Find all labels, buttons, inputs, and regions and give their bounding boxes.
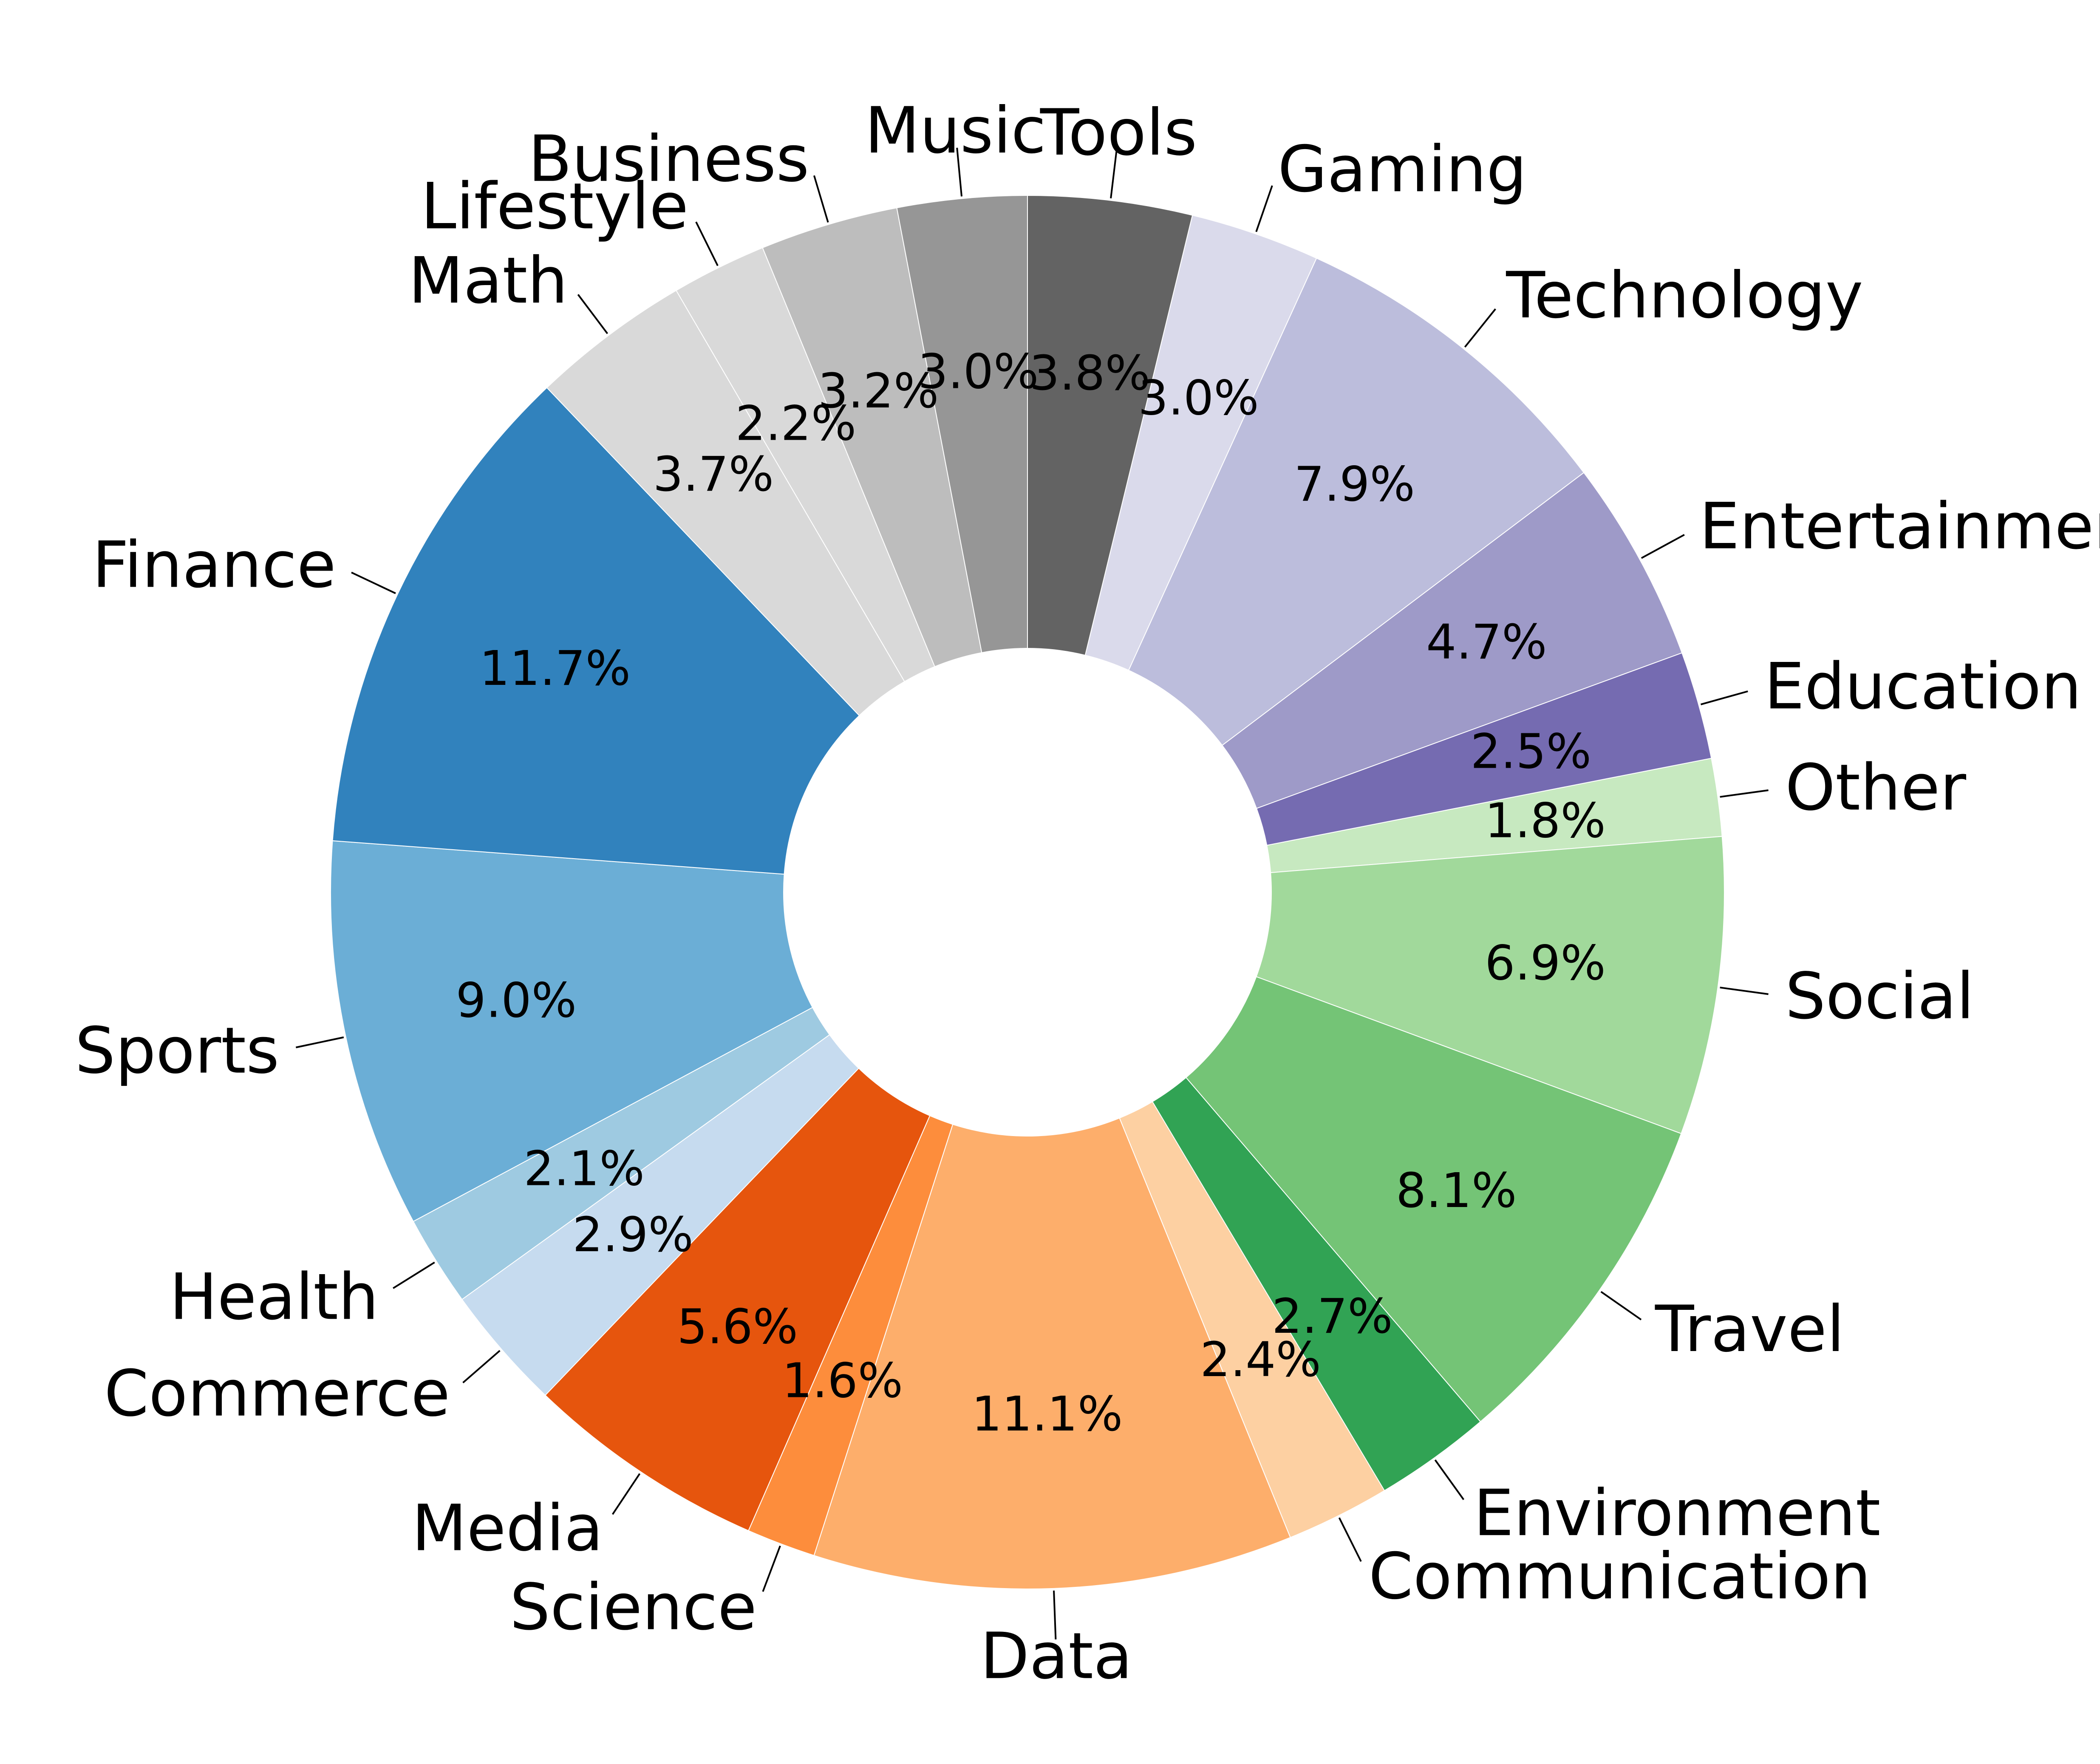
- percent-label-environment: 2.7%: [1272, 1289, 1393, 1344]
- leader-line-data: [1053, 1590, 1057, 1640]
- leader-line-communication: [1338, 1517, 1362, 1562]
- slice-sports: [330, 840, 813, 1222]
- leader-line-science: [762, 1545, 781, 1592]
- leader-line-sports: [295, 1036, 344, 1049]
- leader-line-travel: [1600, 1291, 1642, 1320]
- slice-data: [813, 1117, 1291, 1589]
- percent-label-other: 1.8%: [1485, 793, 1606, 848]
- category-label-gaming: Gaming: [1278, 133, 1527, 206]
- leader-line-health: [393, 1261, 435, 1289]
- percent-label-entertainment: 4.7%: [1426, 615, 1547, 670]
- category-label-entertainment: Entertainment: [1699, 489, 2100, 563]
- percent-label-sports: 9.0%: [456, 973, 577, 1028]
- category-label-data: Data: [980, 1620, 1132, 1693]
- leader-lines: [295, 147, 1769, 1640]
- percent-label-media: 5.6%: [677, 1299, 798, 1354]
- category-label-health: Health: [170, 1260, 379, 1334]
- percent-label-communication: 2.4%: [1200, 1332, 1321, 1388]
- percent-label-commerce: 2.9%: [572, 1207, 693, 1263]
- percent-label-math: 3.7%: [653, 447, 774, 502]
- leader-line-education: [1700, 690, 1748, 705]
- category-label-education: Education: [1764, 650, 2082, 724]
- percent-label-tools: 3.8%: [1029, 346, 1150, 401]
- percent-label-lifestyle: 2.2%: [736, 396, 857, 451]
- percent-label-music: 3.0%: [918, 344, 1039, 399]
- category-label-media: Media: [412, 1492, 603, 1566]
- leader-line-lifestyle: [695, 221, 719, 266]
- leader-line-tools: [1110, 150, 1118, 198]
- percent-label-travel: 8.1%: [1396, 1163, 1517, 1218]
- leader-line-gaming: [1255, 185, 1273, 232]
- category-label-sports: Sports: [75, 1014, 279, 1088]
- percent-label-business: 3.2%: [818, 364, 939, 419]
- slice-technology: [1128, 257, 1585, 746]
- percent-labels: 3.8%3.0% 7.9% 4.7% 2.5% 1.8% 6.9% 8.1% 2.7%2.4%…: [456, 344, 1606, 1442]
- slice-media: [544, 1067, 931, 1532]
- leader-line-environment: [1434, 1459, 1465, 1500]
- leader-line-music: [956, 147, 963, 197]
- category-label-environment: Environment: [1474, 1476, 1881, 1550]
- slice-tools: [1027, 195, 1193, 656]
- percent-label-finance: 11.7%: [479, 641, 631, 696]
- leader-line-social: [1720, 987, 1769, 995]
- slice-travel: [1185, 976, 1682, 1422]
- category-label-science: Science: [510, 1571, 757, 1645]
- category-label-tools: Tools: [1040, 96, 1197, 170]
- slice-math: [546, 290, 906, 716]
- category-label-finance: Finance: [92, 528, 336, 602]
- leader-line-technology: [1464, 308, 1496, 348]
- leader-line-math: [577, 294, 608, 334]
- leader-line-business: [813, 175, 829, 223]
- slice-music: [896, 195, 1028, 653]
- percent-label-education: 2.5%: [1470, 724, 1591, 780]
- category-label-music: Music: [865, 94, 1046, 168]
- slice-social: [1256, 836, 1725, 1134]
- category-labels: Tools Gaming Technology Entertainment Educat…: [75, 94, 2100, 1693]
- category-label-math: Math: [408, 244, 568, 318]
- category-label-business: Business: [528, 122, 809, 196]
- slice-entertainment: [1221, 472, 1683, 809]
- category-label-travel: Travel: [1655, 1292, 1845, 1366]
- category-label-commerce: Commerce: [104, 1357, 450, 1431]
- category-label-other: Other: [1785, 751, 1966, 825]
- percent-label-gaming: 3.0%: [1138, 371, 1259, 426]
- category-label-technology: Technology: [1506, 259, 1863, 333]
- category-label-social: Social: [1785, 959, 1974, 1033]
- category-label-communication: Communication: [1369, 1540, 1871, 1614]
- leader-line-media: [611, 1473, 641, 1515]
- leader-line-other: [1720, 789, 1769, 798]
- category-label-lifestyle: Lifestyle: [421, 170, 688, 243]
- leader-line-commerce: [462, 1350, 501, 1383]
- slice-finance: [332, 387, 860, 875]
- percent-label-technology: 7.9%: [1294, 457, 1415, 512]
- donut-slices: [330, 195, 1725, 1589]
- percent-label-science: 1.6%: [782, 1353, 903, 1408]
- leader-line-finance: [351, 571, 396, 594]
- leader-line-entertainment: [1641, 534, 1685, 559]
- percent-label-health: 2.1%: [524, 1141, 645, 1196]
- percent-label-social: 6.9%: [1485, 936, 1606, 991]
- percent-label-data: 11.1%: [972, 1387, 1123, 1442]
